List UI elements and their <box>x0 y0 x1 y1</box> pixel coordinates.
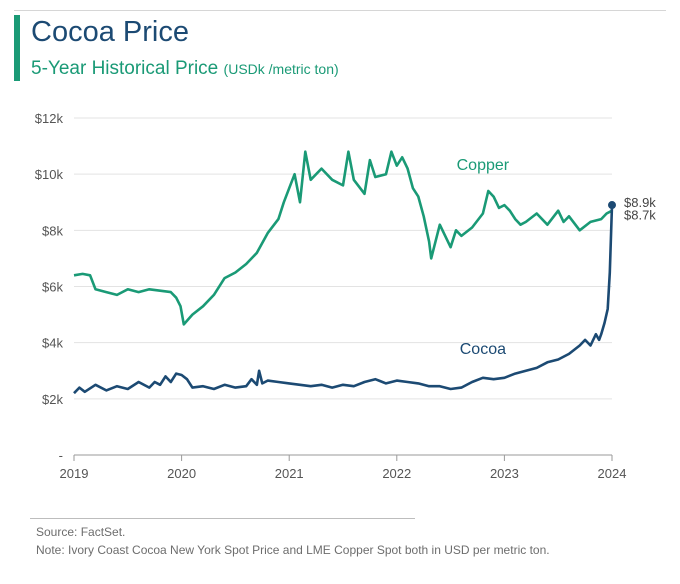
top-rule <box>14 10 666 11</box>
y-tick-label: $4k <box>42 336 63 351</box>
y-tick-label: $10k <box>35 167 64 182</box>
y-tick-label: $6k <box>42 280 63 295</box>
x-tick-label: 2021 <box>275 466 304 481</box>
x-axis: 2019 2020 2021 2022 2023 2024 <box>60 454 627 481</box>
y-tick-label: $2k <box>42 392 63 407</box>
y-tick-label: - <box>59 448 63 463</box>
x-tick-label: 2020 <box>167 466 196 481</box>
title-accent-bar <box>14 15 20 81</box>
label-layer: $8.9k$8.7k Copper Cocoa <box>457 157 657 358</box>
copper-end-label: $8.7k <box>624 208 656 223</box>
footer-rule <box>30 518 415 519</box>
subtitle-text: 5-Year Historical Price <box>31 58 219 79</box>
cocoa-series-line <box>73 205 614 395</box>
y-tick-label: $12k <box>35 111 64 126</box>
x-tick-label: 2023 <box>490 466 519 481</box>
grid-layer: - $2k $4k $6k $8k $10k $12k <box>35 111 612 463</box>
source-note: Source: FactSet. <box>36 525 126 539</box>
copper-series-line <box>73 150 613 326</box>
chart-title: Cocoa Price <box>31 16 189 48</box>
footnote: Note: Ivory Coast Cocoa New York Spot Pr… <box>36 543 550 557</box>
subtitle-unit: (USDk /metric ton) <box>223 61 339 77</box>
x-tick-label: 2022 <box>382 466 411 481</box>
cocoa-end-marker <box>608 201 616 210</box>
series-layer <box>73 150 616 395</box>
y-tick-label: $8k <box>42 223 63 238</box>
cocoa-end-label: $8.9k <box>624 195 656 210</box>
copper-series-label: Copper <box>457 157 510 174</box>
price-chart: -$2k$4k$6k$8k$10k$12k 2019 2020 2021 2022 20… <box>35 111 657 481</box>
x-tick-label: 2019 <box>60 466 89 481</box>
chart-subtitle: 5-Year Historical Price (USDk /metric to… <box>31 58 339 80</box>
x-tick-label: 2024 <box>598 466 627 481</box>
cocoa-series-label: Cocoa <box>460 341 506 358</box>
